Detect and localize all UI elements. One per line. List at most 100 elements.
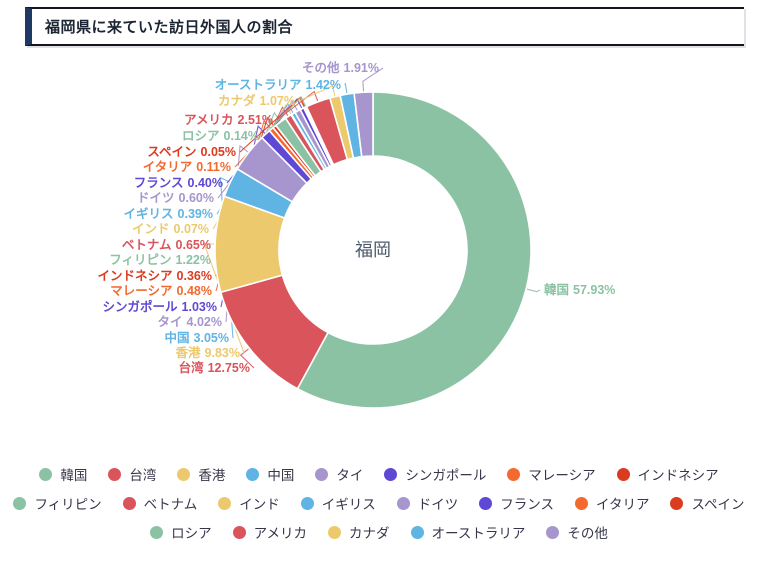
- page-title: 福岡県に来ていた訪日外国人の割合: [45, 19, 294, 36]
- legend-label: マレーシア: [528, 468, 596, 483]
- legend-item-オーストラリア[interactable]: オーストラリア: [410, 522, 526, 542]
- legend-marker: [670, 496, 684, 510]
- legend-item-ロシア[interactable]: ロシア: [150, 522, 212, 542]
- legend-item-フランス[interactable]: フランス: [479, 493, 554, 513]
- legend-marker: [546, 525, 560, 539]
- slice-label: フィリピン 1.22%: [109, 253, 211, 267]
- legend-marker: [122, 496, 136, 510]
- legend-item-ドイツ[interactable]: ドイツ: [396, 493, 459, 513]
- legend-item-ベトナム[interactable]: ベトナム: [122, 493, 198, 513]
- slice-label: 韓国 57.93%: [544, 282, 615, 297]
- legend-label: フィリピン: [34, 497, 102, 512]
- slice-label: タイ 4.02%: [158, 314, 222, 329]
- legend-label: 中国: [267, 468, 295, 483]
- legend-marker: [616, 467, 630, 481]
- label-leader-line: [276, 90, 319, 121]
- legend-label: オーストラリア: [431, 526, 526, 541]
- slice-label: オーストラリア 1.42%: [215, 78, 341, 92]
- label-leader-line: [362, 67, 384, 92]
- chart-center-label: 福岡: [355, 240, 391, 260]
- slice-label: インド 0.07%: [132, 222, 209, 236]
- slice-label: アメリカ 2.51%: [184, 113, 273, 127]
- slice-label: イタリア 0.11%: [143, 159, 231, 174]
- legend-item-マレーシア[interactable]: マレーシア: [507, 464, 596, 484]
- legend-label: 韓国: [60, 468, 88, 483]
- label-leader-line: [262, 96, 306, 137]
- legend-label: イギリス: [321, 497, 376, 512]
- legend-row-2: フィリピン ベトナム インド イギリス ドイツ フランス イタリア スペイン: [13, 493, 745, 513]
- legend-marker: [300, 496, 314, 510]
- legend-marker: [396, 496, 410, 510]
- slice-label: その他 1.91%: [302, 60, 379, 75]
- legend-item-中国[interactable]: 中国: [246, 464, 294, 484]
- legend-item-シンガポール[interactable]: シンガポール: [384, 464, 486, 484]
- slice-label: 台湾 12.75%: [179, 360, 250, 375]
- legend-label: ベトナム: [143, 497, 198, 512]
- label-leader-line: [239, 348, 255, 369]
- slice-label: 香港 9.83%: [175, 345, 240, 360]
- slice-label: フランス 0.40%: [134, 176, 223, 190]
- chart-legend: 韓国 台湾 香港 中国 タイ シンガポール マレーシア インドネシアフィリピン ベトナム インド イ…: [0, 464, 758, 542]
- legend-marker: [13, 496, 27, 510]
- slice-label: インドネシア 0.36%: [98, 269, 212, 283]
- legend-row-3: ロシア アメリカ カナダ オーストラリア その他: [150, 522, 608, 542]
- slice-label: マレーシア 0.48%: [110, 284, 212, 298]
- slice-label: イギリス 0.39%: [124, 206, 213, 221]
- legend-item-インドネシア[interactable]: インドネシア: [616, 464, 719, 484]
- legend-item-スペイン[interactable]: スペイン: [670, 493, 745, 513]
- legend-marker: [232, 525, 246, 539]
- legend-label: ロシア: [171, 526, 212, 541]
- legend-label: 台湾: [129, 468, 157, 483]
- legend-marker: [410, 525, 424, 539]
- legend-label: インドネシア: [637, 468, 719, 483]
- slice-label: 中国 3.05%: [165, 330, 229, 345]
- slice-label: ロシア 0.14%: [182, 129, 259, 143]
- slice-label: カナダ 1.07%: [218, 93, 295, 108]
- legend-marker: [575, 496, 589, 510]
- label-leader-line: [526, 288, 541, 293]
- legend-label: タイ: [336, 468, 364, 483]
- legend-item-その他[interactable]: その他: [546, 522, 608, 542]
- donut-slice-1-韓国[interactable]: [296, 91, 532, 409]
- legend-label: 香港: [198, 468, 226, 483]
- slice-label: シンガポール 1.03%: [103, 299, 217, 314]
- legend-marker: [507, 467, 521, 481]
- legend-marker: [479, 496, 493, 510]
- legend-item-台湾[interactable]: 台湾: [108, 464, 156, 484]
- legend-item-アメリカ[interactable]: アメリカ: [232, 522, 307, 542]
- legend-marker: [328, 525, 341, 539]
- donut-chart: 韓国 57.93% 台湾 12.75%香港 9.83%中国 3.05%タイ 4.02%シンガ…: [98, 60, 615, 409]
- legend-item-タイ[interactable]: タイ: [315, 464, 363, 484]
- label-leader-line: [344, 83, 348, 94]
- legend-marker: [218, 496, 232, 510]
- chart-title-bar: 福岡県に来ていた訪日外国人の割合: [25, 7, 744, 46]
- legend-label: ドイツ: [417, 497, 459, 512]
- legend-label: アメリカ: [253, 526, 307, 541]
- legend-marker: [177, 467, 191, 481]
- legend-item-イタリア[interactable]: イタリア: [575, 493, 649, 513]
- donut-slice-21-その他[interactable]: [353, 91, 374, 158]
- slice-label: ベトナム 0.65%: [122, 238, 211, 252]
- legend-marker: [315, 467, 329, 481]
- legend-item-イギリス[interactable]: イギリス: [300, 493, 376, 513]
- legend-label: その他: [567, 526, 608, 541]
- legend-label: カナダ: [349, 526, 390, 541]
- label-leader-line: [298, 85, 336, 102]
- legend-marker: [246, 467, 260, 481]
- legend-item-カナダ[interactable]: カナダ: [328, 522, 390, 542]
- legend-marker: [39, 467, 53, 481]
- slice-label: スペイン 0.05%: [147, 145, 236, 159]
- legend-item-韓国[interactable]: 韓国: [39, 464, 87, 484]
- legend-marker: [108, 467, 122, 481]
- legend-label: スペイン: [691, 497, 745, 512]
- legend-marker: [150, 525, 164, 539]
- legend-item-インド[interactable]: インド: [218, 493, 280, 513]
- legend-row-1: 韓国 台湾 香港 中国 タイ シンガポール マレーシア インドネシア: [39, 464, 719, 484]
- legend-item-香港[interactable]: 香港: [177, 464, 225, 484]
- legend-label: イタリア: [596, 497, 650, 512]
- slice-label: ドイツ 0.60%: [137, 191, 214, 205]
- legend-marker: [384, 467, 398, 481]
- legend-item-フィリピン[interactable]: フィリピン: [13, 493, 102, 513]
- legend-label: インド: [239, 497, 280, 512]
